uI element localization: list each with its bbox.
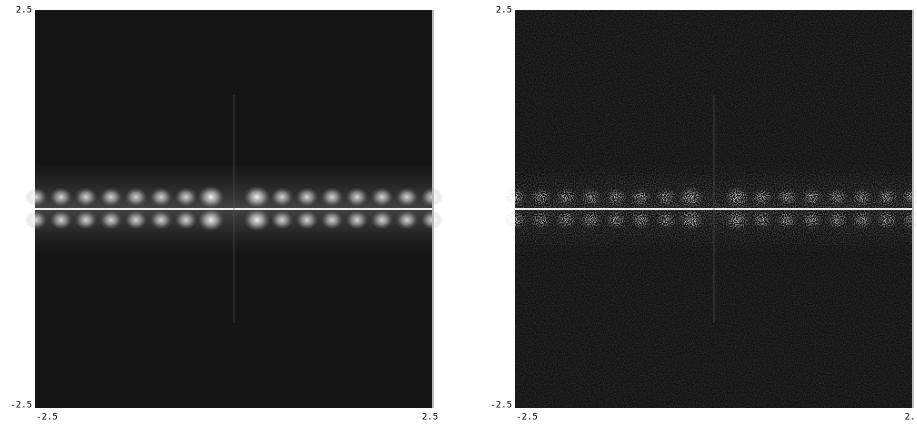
lobe <box>555 210 577 230</box>
y-tick-label: 2.5 <box>496 6 512 16</box>
lobe <box>605 210 627 230</box>
y-tick-label: -2.5 <box>490 401 512 411</box>
lobe <box>801 210 823 230</box>
lobe <box>371 187 393 207</box>
lobe <box>530 210 552 230</box>
lobe <box>75 187 97 207</box>
lobe <box>100 187 122 207</box>
lobe <box>580 210 602 230</box>
lobe <box>125 210 147 230</box>
lobe <box>50 210 72 230</box>
lobe <box>150 187 172 207</box>
lobe <box>505 187 527 207</box>
lobe <box>244 185 270 209</box>
lobe <box>100 210 122 230</box>
y-tick-label: -2.5 <box>10 401 32 411</box>
panel <box>25 10 443 408</box>
lobe <box>50 187 72 207</box>
lobe <box>630 187 652 207</box>
lobe <box>175 187 197 207</box>
lobe <box>655 187 677 207</box>
panel <box>505 10 917 408</box>
lobe <box>801 187 823 207</box>
lobe <box>751 210 773 230</box>
lobe <box>851 187 873 207</box>
y-tick-label: 2.5 <box>16 6 32 16</box>
lobe <box>25 187 47 207</box>
lobe <box>175 210 197 230</box>
lobe <box>724 208 750 232</box>
lobe <box>125 187 147 207</box>
lobe <box>655 210 677 230</box>
x-tick-label: -2.5 <box>516 413 538 423</box>
lobe <box>321 210 343 230</box>
x-tick-label: -2.5 <box>36 413 58 423</box>
lobe <box>371 210 393 230</box>
lobe <box>505 210 527 230</box>
lobe <box>751 187 773 207</box>
lobe <box>198 185 224 209</box>
lobe <box>826 187 848 207</box>
lobe <box>321 187 343 207</box>
lobe <box>876 187 898 207</box>
lobe <box>296 210 318 230</box>
lobe <box>198 208 224 232</box>
lobe <box>580 187 602 207</box>
lobe <box>150 210 172 230</box>
lobe <box>346 187 368 207</box>
lobe <box>678 185 704 209</box>
lobe <box>605 187 627 207</box>
lobe <box>244 208 270 232</box>
lobe <box>271 187 293 207</box>
lobe <box>876 210 898 230</box>
lobe <box>396 187 418 207</box>
lobe <box>776 187 798 207</box>
x-tick-label: 2.5 <box>422 413 438 423</box>
lobe <box>530 187 552 207</box>
lobe <box>776 210 798 230</box>
lobe <box>724 185 750 209</box>
lobe <box>826 210 848 230</box>
x-tick-label: 2. <box>905 413 916 423</box>
lobe <box>630 210 652 230</box>
lobe <box>851 210 873 230</box>
lobe <box>346 210 368 230</box>
lobe <box>75 210 97 230</box>
lobe <box>271 210 293 230</box>
lobe <box>555 187 577 207</box>
lobe <box>396 210 418 230</box>
lobe <box>25 210 47 230</box>
lobe <box>678 208 704 232</box>
lobe <box>296 187 318 207</box>
